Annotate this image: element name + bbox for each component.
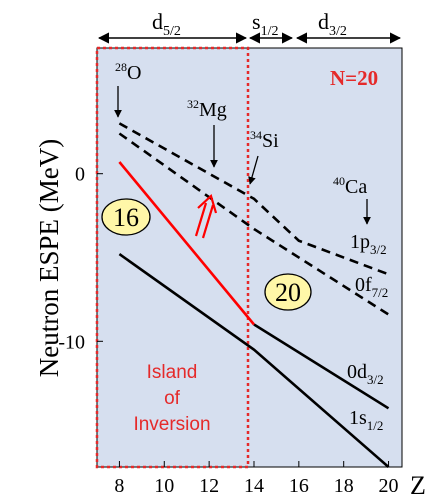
gap-badge-16-label: 16 [113, 203, 139, 232]
top-ranges: d5/2 s1/2 d3/2 [97, 9, 402, 44]
range-label-d52: d5/2 [152, 9, 181, 39]
gap-badge-20-label: 20 [275, 278, 301, 307]
series-line-0d32 [118, 253, 390, 468]
island-label-line-1: Island [147, 362, 198, 383]
range-label-s12: s1/2 [252, 9, 278, 39]
orbit-label-0d32: 0d3/2 [347, 361, 384, 387]
y-tick-label: -10 [58, 331, 85, 353]
gap-badge-16 [101, 198, 151, 236]
x-tick-label: 10 [154, 475, 174, 497]
nucleus-34si-arrow [248, 155, 259, 185]
x-tick-label: 16 [289, 475, 309, 497]
orbit-label-0f72: 0f7/2 [355, 274, 388, 300]
nucleus-34si: 34Si [250, 128, 279, 152]
island-label: Island of Inversion [133, 362, 210, 435]
series-layer [118, 122, 390, 468]
nucleus-28o: 28O [115, 60, 141, 84]
series-line-1p32 [118, 122, 389, 276]
island-label-line-3: Inversion [133, 414, 210, 435]
x-tick-label: 12 [199, 475, 219, 497]
island-region [95, 46, 250, 469]
y-tick-label: 0 [75, 164, 85, 186]
red-double-arrow-icon [194, 193, 218, 239]
neutron-number-label: N=20 [330, 66, 378, 90]
y-ticks: 0 -10 [58, 164, 103, 353]
y-axis-label: Neutron ESPE (MeV) [34, 139, 64, 377]
nucleus-40ca: 40Ca [333, 174, 367, 198]
x-tick-label: 18 [334, 475, 354, 497]
plot-area [96, 47, 403, 468]
series-line-red-4 [118, 161, 256, 326]
island-label-line-2: of [164, 388, 181, 409]
orbit-label-1s12: 1s1/2 [349, 407, 383, 433]
x-tick-label: 8 [114, 475, 124, 497]
x-axis-label: Z [410, 471, 426, 500]
x-tick-label: 20 [379, 475, 399, 497]
orbit-label-1p32: 1p3/2 [350, 231, 387, 257]
nucleus-32mg: 32Mg [187, 97, 227, 121]
range-label-d32: d3/2 [318, 9, 347, 39]
series-line-0f72 [118, 132, 390, 316]
x-ticks: 8 10 12 14 16 18 20 [114, 461, 399, 497]
gap-badge-20 [264, 273, 312, 311]
x-tick-label: 14 [244, 475, 264, 497]
series-line-1s12 [253, 323, 390, 410]
